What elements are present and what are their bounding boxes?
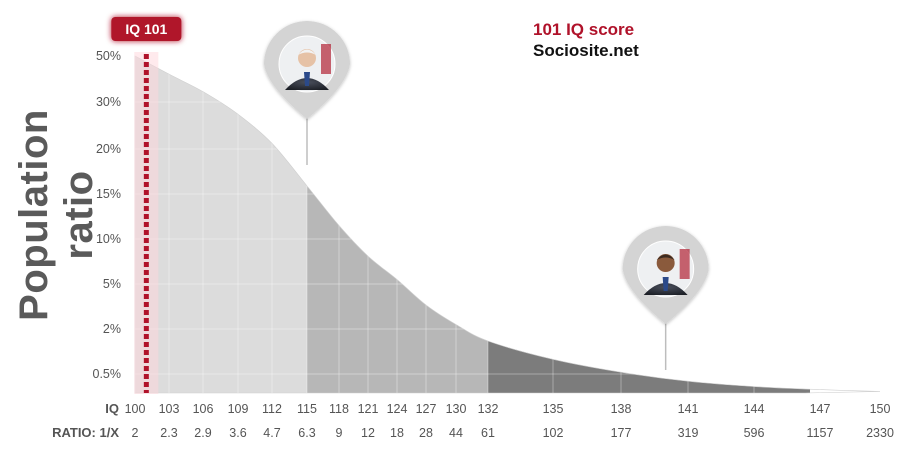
portrait-tie: [304, 72, 310, 86]
x-tick-label: 144: [744, 402, 765, 416]
y-tick-label: 20%: [96, 142, 121, 156]
x-tick-label: 103: [159, 402, 180, 416]
ratio-label: 3.6: [229, 426, 246, 440]
band-dark: [488, 56, 810, 393]
x-tick-label: 118: [329, 402, 349, 416]
ratio-label: 61: [481, 426, 495, 440]
distribution-curve: [134, 55, 881, 394]
ratio-label: 2: [132, 426, 139, 440]
y-tick-label: 15%: [96, 187, 121, 201]
ratio-label: 102: [543, 426, 564, 440]
pin-portrait-1: [264, 21, 350, 165]
x-tick-label: 124: [387, 402, 408, 416]
x-tick-label: 138: [611, 402, 632, 416]
portrait-flag: [321, 44, 331, 74]
x-tick-label: 109: [228, 402, 249, 416]
y-tick-label: 30%: [96, 95, 121, 109]
x-tick-label: 106: [193, 402, 214, 416]
portrait-hair: [656, 254, 675, 260]
y-tick-label: 10%: [96, 232, 121, 246]
portrait-flag: [679, 249, 690, 279]
ratio-label: 6.3: [298, 426, 315, 440]
portrait-head: [298, 49, 316, 67]
ratio-label: 12: [361, 426, 375, 440]
ratio-label: 28: [419, 426, 433, 440]
chart-subtitle: Sociosite.net: [533, 41, 639, 60]
ratio-label: 319: [678, 426, 699, 440]
y-tick-label: 2%: [103, 322, 121, 336]
x-row-label: IQ: [105, 401, 119, 416]
x-tick-label: 150: [870, 402, 891, 416]
ratio-label: 9: [336, 426, 343, 440]
ratio-label: 177: [611, 426, 632, 440]
pin-portrait-2: [622, 226, 709, 370]
y-tick-label: 50%: [96, 49, 121, 63]
ratio-label: 4.7: [263, 426, 280, 440]
iq-marker-badge: [111, 17, 182, 41]
x-tick-label: 141: [678, 402, 699, 416]
ratio-label: 2.3: [160, 426, 177, 440]
portrait-hair: [298, 49, 316, 55]
y-tick-label: 5%: [103, 277, 121, 291]
portrait-head: [656, 254, 675, 272]
x-tick-label: 135: [543, 402, 564, 416]
x-tick-label: 112: [262, 402, 282, 416]
x-tick-label: 132: [478, 402, 499, 416]
ratio-label: 2330: [866, 426, 894, 440]
x-tick-label: 115: [297, 402, 317, 416]
ratio-label: 2.9: [194, 426, 211, 440]
ratio-row-label: RATIO: 1/X: [52, 425, 119, 440]
x-tick-label: 130: [446, 402, 467, 416]
ratio-label: 18: [390, 426, 404, 440]
x-tick-label: 121: [358, 402, 379, 416]
iq-marker-label: IQ 101: [125, 21, 167, 37]
chart-title: 101 IQ score: [533, 20, 635, 39]
ratio-label: 44: [449, 426, 463, 440]
x-tick-label: 100: [125, 402, 146, 416]
x-tick-label: 147: [810, 402, 831, 416]
y-tick-label: 0.5%: [93, 367, 122, 381]
ratio-label: 596: [744, 426, 765, 440]
x-tick-label: 127: [416, 402, 437, 416]
portrait-tie: [662, 277, 669, 291]
ratio-label: 1157: [807, 426, 834, 440]
